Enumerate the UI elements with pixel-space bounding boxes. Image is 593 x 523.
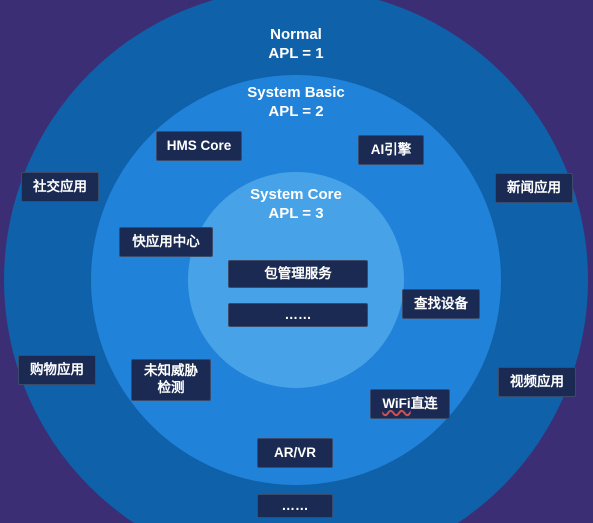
node-quick-app: 快应用中心 bbox=[119, 227, 213, 257]
node-hms-core: HMS Core bbox=[156, 131, 242, 161]
node-wifi-direct: WiFi直连 bbox=[370, 389, 450, 419]
node-pkg-mgmt: 包管理服务 bbox=[228, 260, 368, 288]
node-find-device-label: 查找设备 bbox=[414, 296, 468, 313]
node-outer-ellipsis-label: …… bbox=[282, 498, 309, 515]
node-news-app-label: 新闻应用 bbox=[507, 180, 561, 197]
node-news-app: 新闻应用 bbox=[495, 173, 573, 203]
node-quick-app-label: 快应用中心 bbox=[132, 234, 200, 251]
node-ai-engine-label: AI引擎 bbox=[371, 142, 412, 159]
node-ar-vr: AR/VR bbox=[257, 438, 333, 468]
ring-core-title: System Core APL = 3 bbox=[188, 186, 404, 224]
node-outer-ellipsis: …… bbox=[257, 494, 333, 518]
ring-normal-title: Normal APL = 1 bbox=[4, 26, 588, 64]
node-wifi-direct-prefix: WiFi bbox=[382, 396, 410, 413]
node-find-device: 查找设备 bbox=[402, 289, 480, 319]
diagram-stage: Normal APL = 1 System Basic APL = 2 Syst… bbox=[0, 0, 593, 523]
node-social-app-label: 社交应用 bbox=[33, 179, 87, 196]
node-hms-core-label: HMS Core bbox=[167, 138, 232, 155]
node-video-app-label: 视频应用 bbox=[510, 374, 564, 391]
node-shopping-app: 购物应用 bbox=[18, 355, 96, 385]
ring-basic-title: System Basic APL = 2 bbox=[91, 84, 501, 122]
node-pkg-mgmt-label: 包管理服务 bbox=[264, 266, 332, 283]
node-shopping-app-label: 购物应用 bbox=[30, 362, 84, 379]
node-wifi-direct-suffix: 直连 bbox=[411, 396, 438, 413]
node-inner-ellipsis-label: …… bbox=[285, 307, 312, 324]
node-threat-detect: 未知威胁 检测 bbox=[131, 359, 211, 401]
node-inner-ellipsis: …… bbox=[228, 303, 368, 327]
node-video-app: 视频应用 bbox=[498, 367, 576, 397]
node-threat-detect-label: 未知威胁 检测 bbox=[144, 363, 198, 397]
node-social-app: 社交应用 bbox=[21, 172, 99, 202]
node-ar-vr-label: AR/VR bbox=[274, 445, 316, 462]
node-ai-engine: AI引擎 bbox=[358, 135, 424, 165]
